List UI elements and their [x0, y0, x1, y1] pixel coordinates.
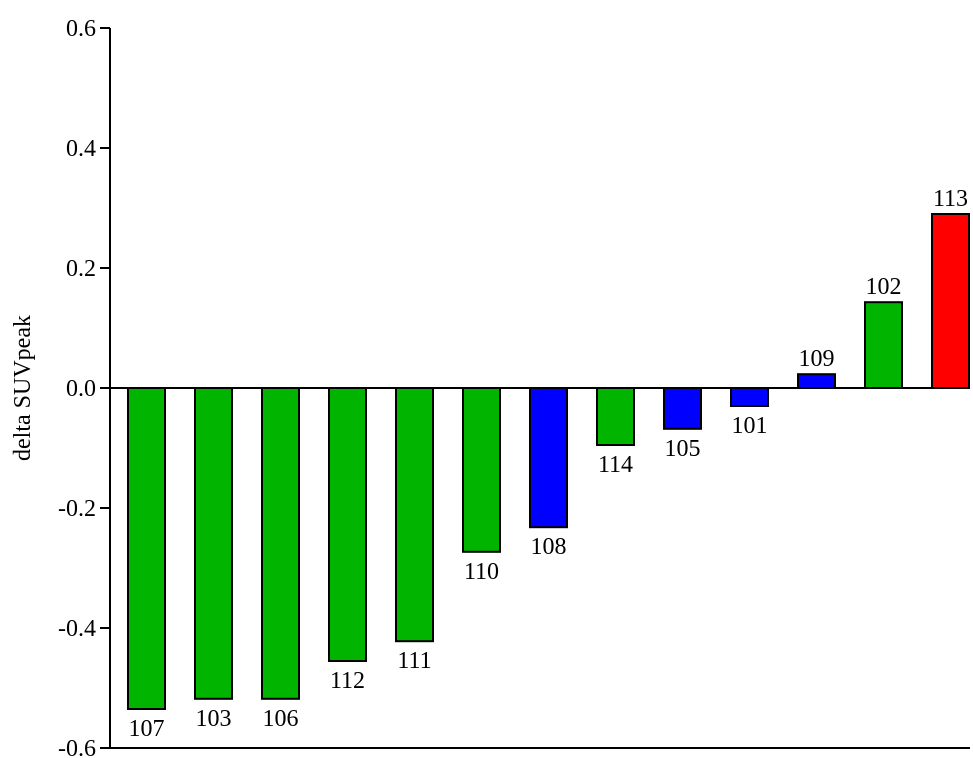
bar-label-105: 105 [665, 436, 701, 462]
bar-112 [328, 387, 367, 662]
bar-labels: 107 103 106 112 111 110 108 114 105 101 109 102 113 [129, 186, 969, 742]
bar-102 [864, 301, 903, 390]
y-axis-title: delta SUVpeak [10, 315, 36, 461]
bar-114 [596, 387, 635, 446]
bar-106 [261, 387, 300, 700]
y-axis: 0.6 0.4 0.2 0.0 -0.2 -0.4 -0.6 [58, 16, 111, 758]
bar-label-111: 111 [397, 648, 431, 674]
y-tick-label: 0.0 [66, 376, 96, 402]
bar-107 [127, 387, 166, 710]
bar-label-114: 114 [598, 452, 633, 478]
y-tick-label: 0.2 [66, 256, 96, 282]
bar-108 [529, 387, 568, 529]
y-tick-label: 0.4 [66, 136, 96, 162]
bar-label-109: 109 [799, 346, 835, 372]
bar-label-107: 107 [129, 716, 165, 742]
y-tick-label: -0.2 [58, 496, 96, 522]
bar-103 [194, 387, 233, 700]
y-tick-label: -0.6 [58, 736, 96, 758]
bars [127, 213, 970, 710]
bar-111 [395, 387, 434, 643]
bar-label-112: 112 [330, 668, 365, 694]
bar-105 [663, 387, 702, 430]
bar-label-106: 106 [263, 706, 299, 732]
bar-label-108: 108 [531, 534, 567, 560]
bar-110 [462, 387, 501, 553]
bar-113 [931, 213, 970, 389]
y-tick-label: 0.6 [66, 16, 96, 42]
bar-label-102: 102 [866, 274, 902, 300]
bar-label-113: 113 [933, 186, 968, 212]
bar-label-110: 110 [464, 559, 499, 585]
bar-label-101: 101 [732, 413, 768, 439]
bar-109 [797, 373, 836, 390]
bar-label-103: 103 [196, 706, 232, 732]
bar-101 [730, 387, 769, 407]
y-tick-label: -0.4 [58, 616, 96, 642]
